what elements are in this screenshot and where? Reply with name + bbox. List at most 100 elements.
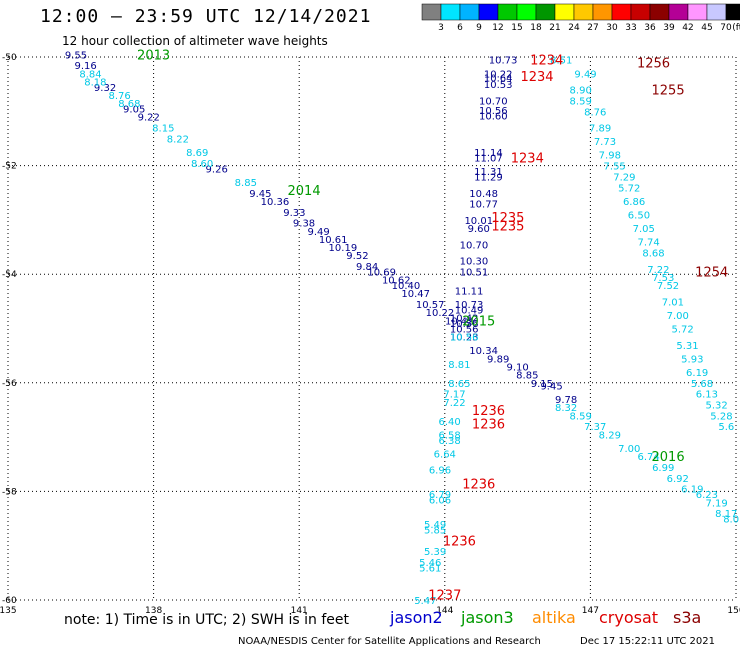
mission-legend-s3a: s3a (673, 608, 702, 627)
wave-height-value: 5.31 (676, 341, 698, 352)
lon-tick-label: 150 (727, 606, 740, 616)
wave-height-value: 10.56 (450, 325, 479, 336)
lat-tick-label: -60 (2, 596, 17, 606)
footer-note: note: 1) Time is in UTC; 2) SWH is in fe… (64, 612, 350, 628)
wave-height-value: 9.45 (249, 189, 271, 200)
wave-height-value: 10.77 (469, 200, 498, 211)
wave-height-value: 10.30 (460, 257, 489, 268)
wave-height-value: 7.89 (589, 124, 611, 135)
wave-height-value: 9.26 (206, 164, 228, 175)
wave-height-value: 7.05 (633, 224, 655, 235)
wave-height-value: 10.53 (484, 80, 513, 91)
wave-height-value: 10.23 (450, 333, 479, 344)
wave-height-value: 5.28 (710, 411, 732, 422)
wave-height-value: 8.15 (152, 124, 174, 135)
wave-height-value: 9.49 (574, 69, 596, 80)
wave-height-value: 5.93 (681, 354, 703, 365)
wave-height-value: 9.33 (283, 208, 305, 219)
colorbar-swatch (459, 3, 480, 21)
wave-height-value: 11.31 (474, 167, 503, 178)
pass-time-label: 1255 (652, 84, 685, 99)
wave-height-value: 10.42 (450, 314, 479, 325)
wave-height-value: 10.22 (484, 69, 513, 80)
wave-height-value: 8.60 (191, 159, 213, 170)
wave-height-value: 8.85 (516, 371, 538, 382)
wave-height-value: 8.59 (570, 411, 592, 422)
colorbar-unit-label: (ft) (732, 23, 740, 33)
lon-tick-label: 135 (0, 606, 17, 616)
wave-height-value: 8.51 (550, 56, 572, 67)
wave-height-value: 7.74 (638, 238, 660, 249)
wave-height-value: 5.68 (691, 379, 713, 390)
wave-height-value: 10.51 (460, 267, 489, 278)
wave-height-value: 10.34 (469, 346, 498, 357)
wave-height-value: 6.79 (429, 490, 451, 501)
wave-height-value: 8.17 (715, 509, 737, 520)
wave-height-value: 11.07 (474, 153, 503, 164)
colorbar-tick-label: 39 (663, 23, 675, 33)
colorbar-swatch (706, 3, 727, 21)
mission-legend-jason3: jason3 (461, 608, 514, 627)
wave-height-value: 8.76 (108, 91, 130, 102)
wave-height-value: 9.55 (65, 50, 87, 61)
wave-height-value: 6.96 (429, 466, 451, 477)
colorbar-tick-label: 24 (568, 23, 580, 33)
colorbar-tick-label: 6 (457, 23, 463, 33)
pass-time-label: 1237 (428, 589, 461, 604)
mission-legend-jason2: jason2 (390, 608, 443, 627)
pass-time-label: 1235 (491, 219, 524, 234)
wave-height-value: 10.56 (479, 106, 508, 117)
wave-height-value: 5.6 (718, 422, 734, 433)
lat-tick-label: -58 (2, 487, 17, 497)
wave-height-value: 5.47 (414, 596, 436, 607)
mission-legend-altika: altika (532, 608, 576, 627)
wave-height-value: 8.59 (570, 96, 592, 107)
colorbar-tick-label: 3 (438, 23, 444, 33)
pass-time-label: 1236 (443, 534, 476, 549)
wave-height-value: 8.18 (84, 77, 106, 88)
colorbar-tick-label: 30 (606, 23, 618, 33)
axis-labels: 135 138 141 144 147 150 -50 -52 -54 -56 -58 -60 (0, 53, 740, 616)
lat-tick-label: -56 (2, 379, 17, 389)
wave-height-value: 5.72 (618, 183, 640, 194)
page-title: 12:00 – 23:59 UTC 12/14/2021 (40, 6, 372, 27)
wave-height-value: 5.49 (424, 520, 446, 531)
wave-height-value: 6.19 (686, 368, 708, 379)
wave-height-value: 8.65 (448, 379, 470, 390)
pass-time-label: 1235 (491, 211, 524, 226)
colorbar-tick-label: 42 (682, 23, 693, 33)
wave-height-value: 9.10 (506, 363, 528, 374)
wave-height-value: 10.40 (392, 281, 421, 292)
colorbar-swatch (649, 3, 670, 21)
wave-height-value: 9.45 (540, 382, 562, 393)
colorbar-tick-label: 21 (549, 23, 560, 33)
generated-timestamp: Dec 17 15:22:11 UTC 2021 (580, 636, 715, 647)
wave-height-value: 5.39 (424, 547, 446, 558)
wave-height-value: 7.29 (613, 172, 635, 183)
colorbar-swatch (516, 3, 537, 21)
wave-height-value: 11.29 (474, 172, 503, 183)
wave-height-value: 9.38 (293, 219, 315, 230)
colorbar-tick-label: 36 (644, 23, 656, 33)
wave-height-value: 10.48 (469, 189, 498, 200)
colorbar-tick-label: 45 (701, 23, 712, 33)
wave-height-value: 7.55 (604, 162, 626, 173)
wave-height-value: 7.01 (662, 297, 684, 308)
colorbar-swatch (668, 3, 689, 21)
colorbar-tick-label: 70 (720, 23, 732, 33)
wave-height-value: 10.73 (455, 300, 484, 311)
wave-height-value: 6.86 (623, 197, 645, 208)
wave-height-value: 8.0 (723, 515, 739, 526)
wave-height-value: 9.60 (468, 224, 490, 235)
wave-height-value: 9.49 (307, 227, 329, 238)
pass-time-label: 2015 (462, 314, 495, 329)
wave-height-value: 10.49 (455, 305, 484, 316)
wave-height-value: 10.60 (479, 112, 508, 123)
wave-height-value: 10.69 (367, 267, 396, 278)
colorbar-swatch (592, 3, 613, 21)
wave-height-value: 8.69 (186, 148, 208, 159)
wave-height-value: 10.42 (445, 316, 474, 327)
wave-height-value: 9.84 (356, 262, 378, 273)
wave-height-value: 5.46 (419, 558, 441, 569)
